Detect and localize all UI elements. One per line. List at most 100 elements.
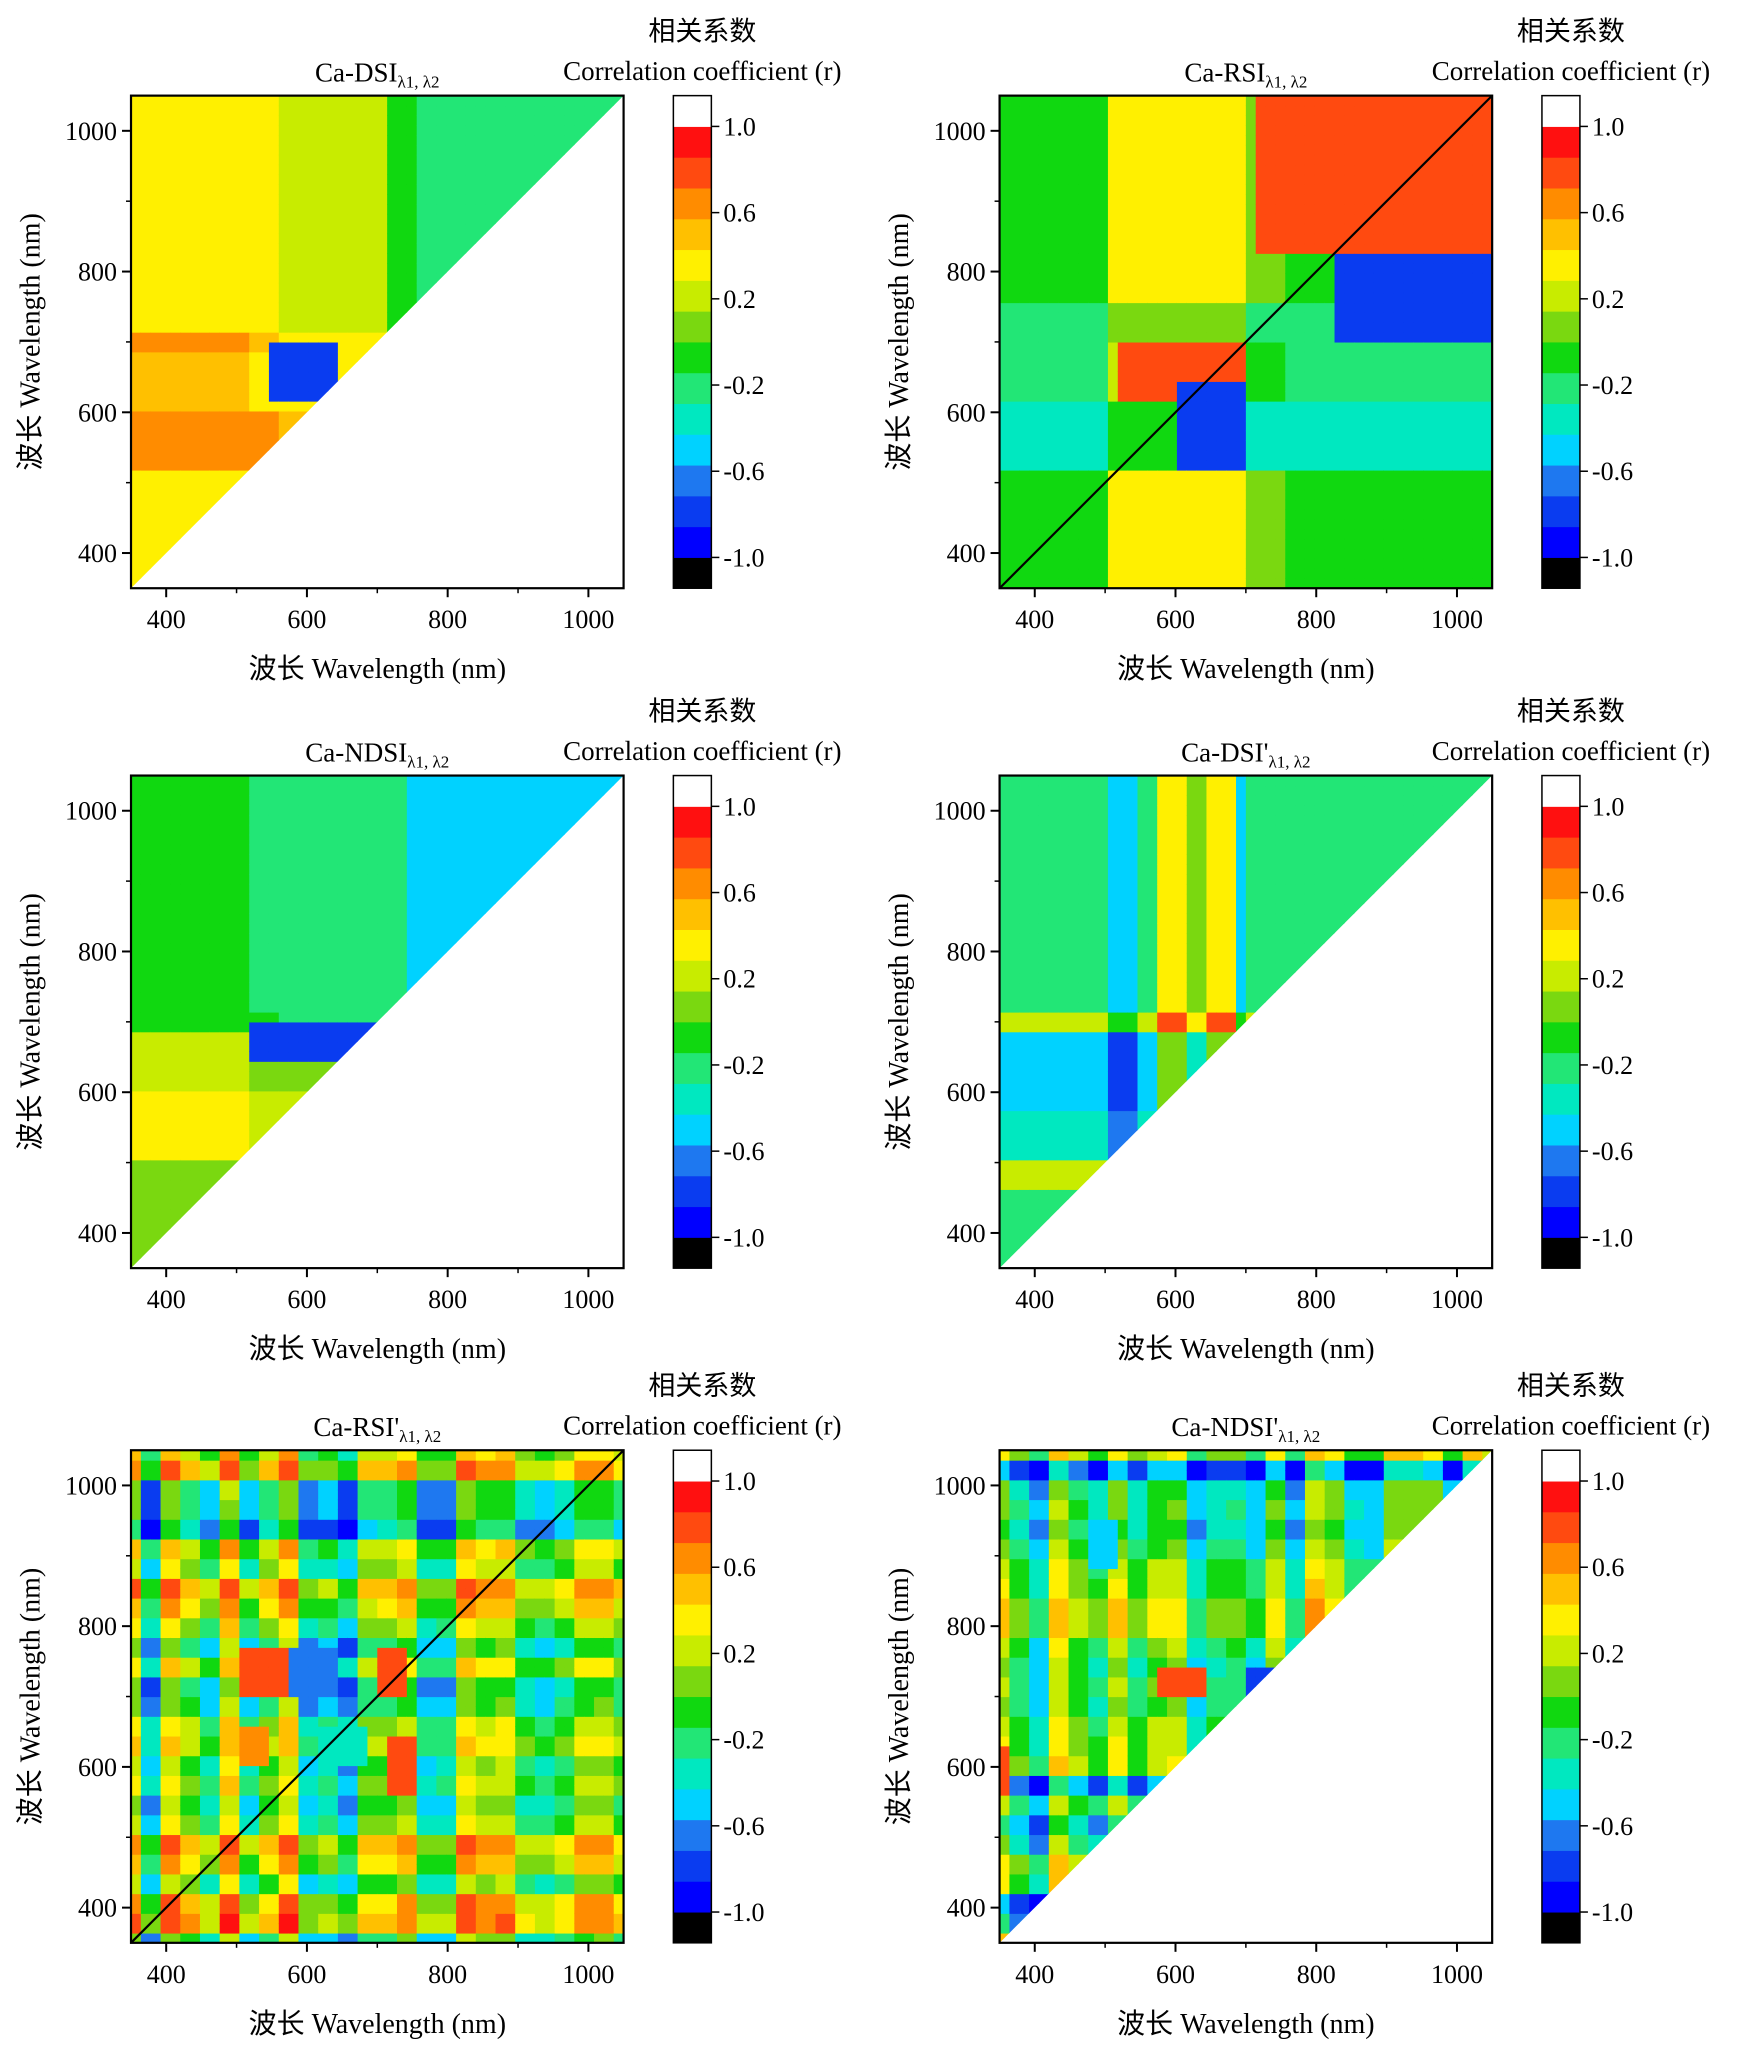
heat-cell — [1058, 548, 1070, 560]
heat-cell — [456, 135, 467, 146]
heat-cell — [1472, 479, 1483, 491]
heat-cell — [1038, 332, 1050, 343]
heat-cell — [515, 489, 526, 501]
heat-cell — [525, 460, 536, 471]
heat-cell — [1245, 529, 1257, 540]
heat-cell — [199, 401, 211, 412]
heat-cell — [1354, 312, 1365, 323]
heat-cell — [131, 184, 142, 195]
heat-cell — [515, 115, 526, 126]
heat-cell — [1393, 460, 1405, 471]
heat-cell — [1314, 440, 1326, 451]
heat-cell — [554, 371, 566, 382]
heat-cell — [456, 410, 467, 422]
heat-cell — [1167, 272, 1178, 284]
heat-cell — [1285, 440, 1296, 451]
colorbar-segment — [673, 249, 712, 281]
heat-cell — [1236, 391, 1247, 402]
heat-cell — [525, 440, 536, 451]
heat-cell — [1157, 253, 1168, 264]
heat-cell — [367, 233, 378, 245]
heat-cell — [1038, 460, 1050, 471]
heat-cell — [554, 361, 566, 373]
heat-cell — [1403, 95, 1414, 107]
heat-cell — [485, 381, 497, 392]
heat-cell — [594, 519, 605, 530]
heat-cell — [1462, 263, 1474, 274]
heat-cell — [1147, 164, 1158, 176]
heat-cell — [1433, 184, 1444, 195]
heat-cell — [465, 499, 477, 511]
heat-cell — [505, 460, 516, 471]
heat-cell — [1413, 223, 1424, 235]
heat-cell — [150, 469, 162, 481]
heat-cell — [1423, 469, 1434, 481]
heat-cell — [475, 351, 487, 363]
heat-cell — [574, 410, 585, 422]
heat-cell — [1373, 125, 1385, 136]
heat-cell — [1196, 538, 1208, 550]
heat-cell — [495, 115, 506, 126]
heat-cell — [1038, 361, 1050, 373]
heat-cell — [1295, 184, 1306, 195]
heat-cell — [1442, 174, 1454, 185]
heat-cell — [249, 440, 260, 451]
heat-cell — [495, 204, 506, 215]
heat-cell — [465, 401, 477, 412]
heat-cell — [377, 391, 388, 402]
heat-cell — [475, 499, 487, 511]
heat-cell — [1354, 420, 1365, 432]
heat-cell — [1314, 450, 1326, 461]
heat-cell — [190, 499, 201, 511]
heat-cell — [1058, 213, 1070, 225]
heat-cell — [1206, 460, 1217, 471]
heat-cell — [140, 519, 152, 530]
heat-cell — [554, 548, 566, 560]
heat-cell — [1117, 204, 1129, 215]
heat-cell — [170, 312, 181, 323]
heat-cell — [367, 381, 378, 392]
heat-cell — [1462, 578, 1474, 589]
heat-cell — [1196, 144, 1208, 156]
heat-cell — [1019, 194, 1030, 205]
heat-cell — [209, 204, 221, 215]
heat-cell — [1009, 174, 1020, 185]
heat-cell — [1452, 204, 1464, 215]
heat-cell — [1393, 213, 1405, 225]
heat-cell — [534, 351, 546, 363]
heat-cell — [1265, 302, 1277, 313]
heat-cell — [1186, 371, 1198, 382]
heat-cell — [239, 144, 250, 156]
heat-cell — [160, 125, 172, 136]
heat-cell — [1107, 322, 1119, 333]
heat-cell — [999, 263, 1011, 274]
heat-cell — [337, 272, 349, 284]
heat-cell — [328, 509, 339, 520]
heat-cell — [1423, 174, 1434, 185]
heat-cell — [1137, 548, 1148, 560]
heat-cell — [1117, 312, 1129, 323]
heat-cell — [1403, 341, 1414, 353]
heat-cell — [999, 213, 1011, 225]
heat-cell — [574, 223, 585, 235]
heat-cell — [298, 233, 309, 245]
heat-cell — [1186, 194, 1198, 205]
heat-cell — [249, 529, 260, 540]
heat-cell — [1442, 361, 1454, 373]
heat-cell — [1304, 460, 1316, 471]
heat-cell — [594, 233, 605, 245]
heat-cell — [1245, 460, 1257, 471]
heat-cell — [1117, 105, 1129, 116]
heat-cell — [1324, 430, 1336, 442]
heat-cell — [1433, 253, 1444, 264]
heat-cell — [1147, 312, 1158, 323]
heat-cell — [170, 144, 181, 156]
heat-cell — [278, 204, 290, 215]
heat-cell — [1048, 184, 1060, 195]
heat-cell — [140, 204, 152, 215]
heat-cell — [1186, 509, 1198, 520]
heat-cell — [1393, 322, 1405, 333]
heat-cell — [1245, 410, 1257, 422]
heat-cell — [1157, 440, 1168, 451]
heat-cell — [367, 538, 378, 550]
